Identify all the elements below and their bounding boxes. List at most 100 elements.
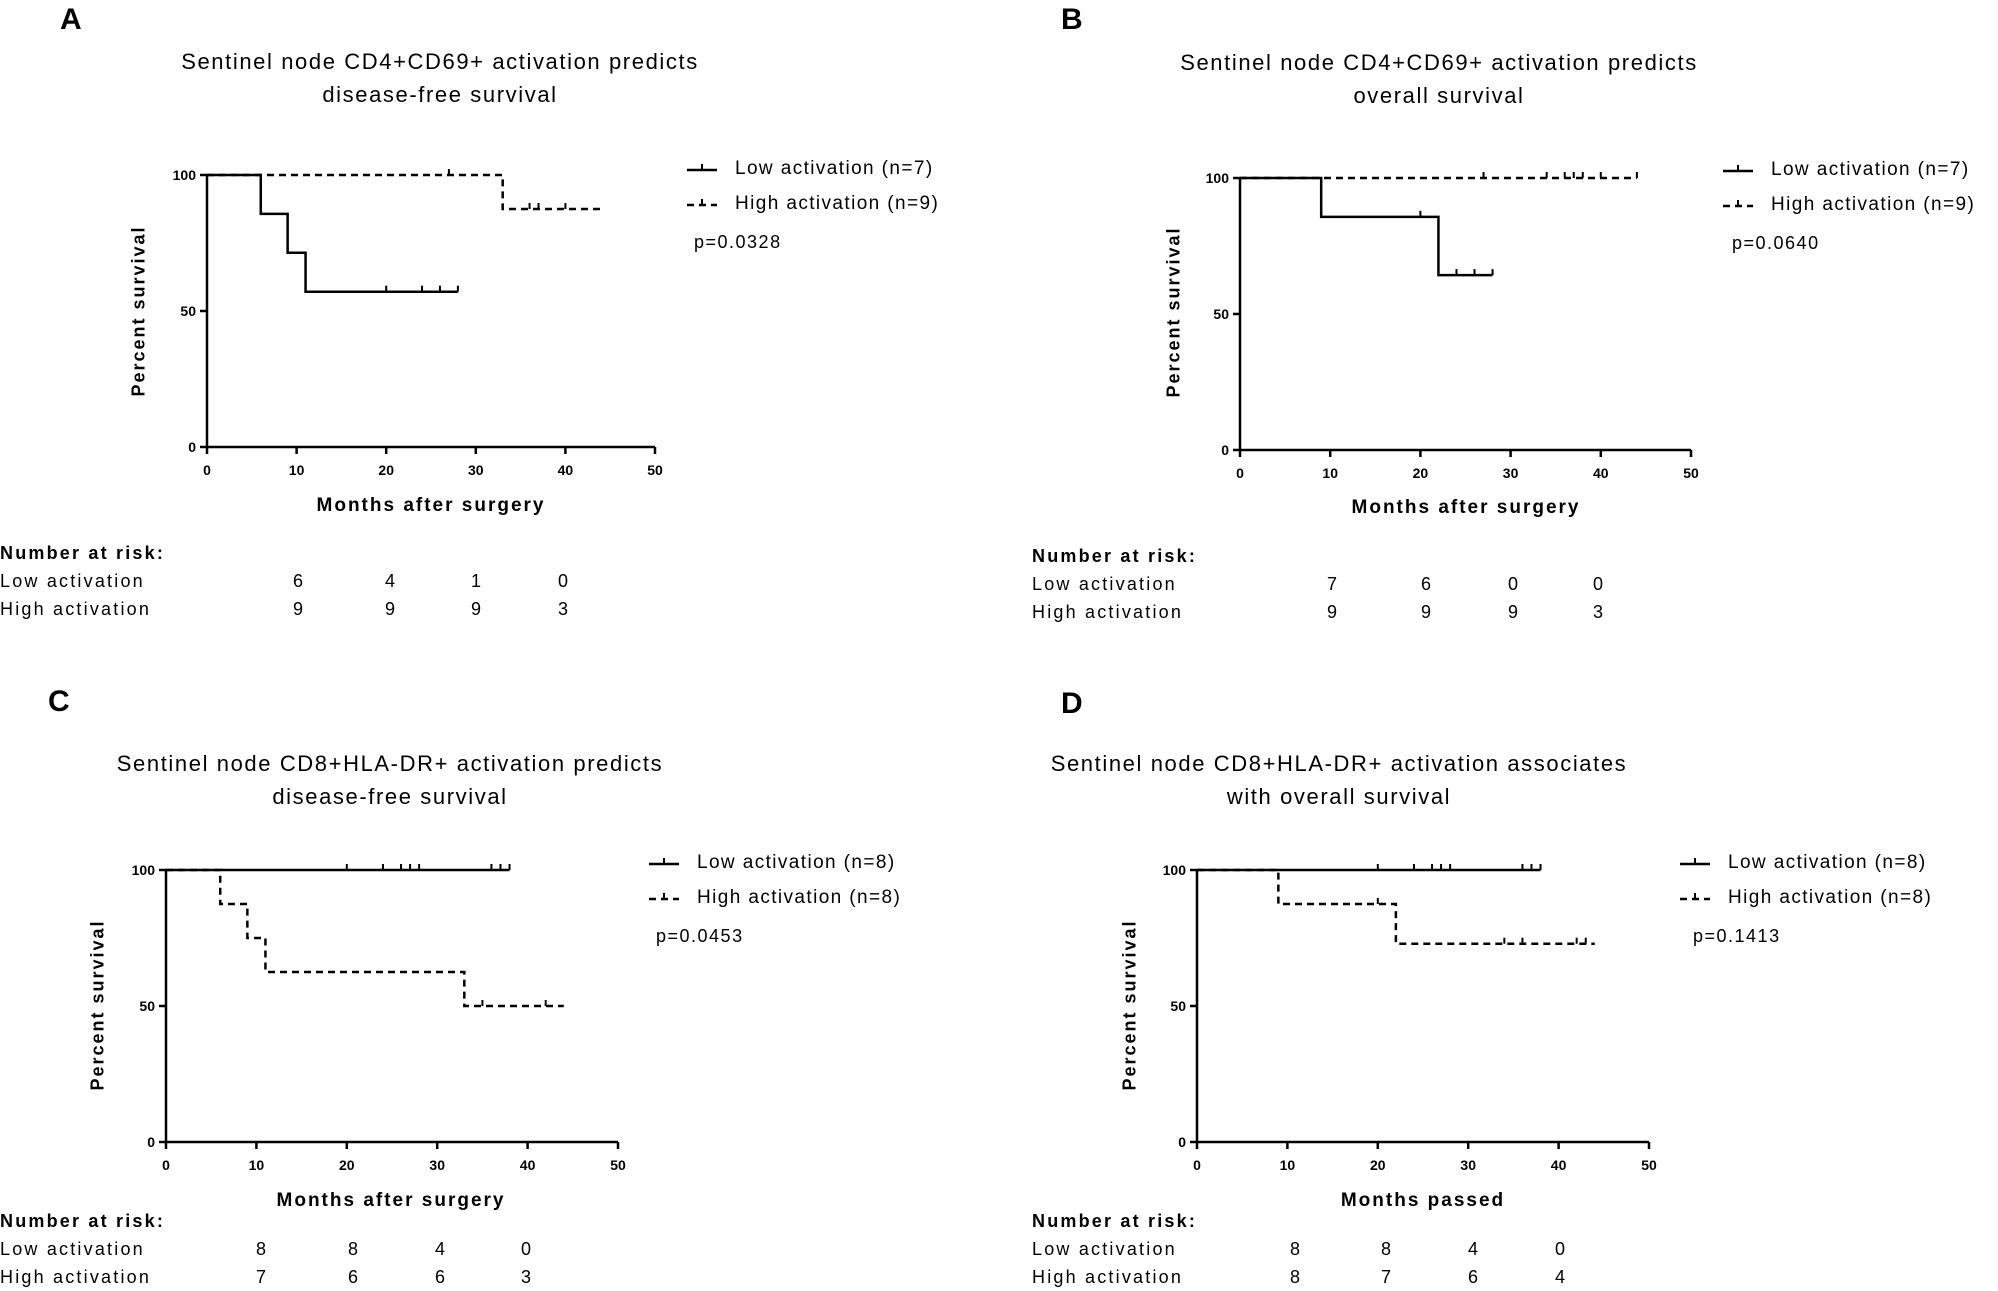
x-tick-label: 0	[1236, 465, 1244, 481]
chart-title-line-2: disease-free survival	[322, 82, 558, 107]
legend-label-low: Low activation (n=7)	[735, 158, 934, 179]
x-tick-label: 40	[1593, 465, 1609, 481]
risk-value: 9	[1420, 602, 1432, 622]
risk-value: 8	[347, 1239, 359, 1259]
km-plot: 0 10 20 30 40 50 0 50 100	[173, 164, 717, 478]
x-tick-label: 30	[468, 462, 484, 478]
risk-value: 8	[1289, 1267, 1301, 1287]
x-tick-label: 0	[203, 462, 211, 478]
chart-title: Sentinel node CD8+HLA-DR+ activation pre…	[0, 747, 780, 813]
risk-value: 0	[1592, 574, 1604, 594]
x-tick-label: 50	[1683, 465, 1699, 481]
legend-label-high: High activation (n=9)	[735, 193, 940, 214]
x-tick-label: 10	[1322, 465, 1338, 481]
x-tick-label: 50	[610, 1157, 626, 1173]
risk-value: 1	[470, 571, 482, 591]
x-tick-label: 10	[1280, 1157, 1296, 1173]
panel-letter: B	[1061, 3, 1083, 36]
risk-value: 0	[1554, 1239, 1566, 1259]
y-tick-label: 0	[1221, 442, 1229, 458]
panel-d: D Sentinel node CD8+HLA-DR+ activation a…	[999, 645, 1998, 1290]
risk-value: 9	[292, 599, 304, 619]
risk-row-low-label: Low activation	[1032, 574, 1177, 594]
x-tick-label: 10	[289, 462, 305, 478]
risk-value: 0	[520, 1239, 532, 1259]
x-tick-label: 20	[378, 462, 394, 478]
x-axis-label: Months after surgery	[316, 495, 546, 516]
chart-title-line-2: overall survival	[1353, 83, 1525, 108]
chart-title-line-1: Sentinel node CD4+CD69+ activation predi…	[181, 49, 699, 74]
y-tick-label: 50	[139, 998, 155, 1014]
x-tick-label: 20	[1413, 465, 1429, 481]
risk-value: 4	[1554, 1267, 1566, 1287]
p-value: p=0.0328	[694, 232, 782, 252]
chart-title-line-2: disease-free survival	[272, 784, 508, 809]
risk-value: 4	[1467, 1239, 1479, 1259]
risk-value: 6	[292, 571, 304, 591]
chart-title-line-1: Sentinel node CD4+CD69+ activation predi…	[1180, 50, 1698, 75]
risk-table-header: Number at risk:	[0, 543, 166, 563]
risk-value: 8	[1380, 1239, 1392, 1259]
y-tick-label: 0	[1178, 1134, 1186, 1150]
risk-value: 9	[1326, 602, 1338, 622]
survival-curve-high	[1197, 868, 1595, 945]
x-axis-label: Months passed	[1340, 1190, 1506, 1211]
y-tick-label: 50	[1213, 306, 1229, 322]
x-tick-label: 40	[558, 462, 574, 478]
risk-value: 7	[1326, 574, 1338, 594]
y-axis-label: Percent survival	[87, 919, 108, 1091]
risk-value: 0	[557, 571, 569, 591]
survival-curve-low	[1240, 176, 1493, 277]
x-tick-label: 30	[429, 1157, 445, 1173]
x-tick-label: 10	[249, 1157, 265, 1173]
x-tick-label: 30	[1460, 1157, 1476, 1173]
risk-value: 3	[1592, 602, 1604, 622]
risk-row-low-label: Low activation	[0, 1239, 145, 1259]
risk-value: 6	[434, 1267, 446, 1287]
survival-curve-low	[207, 173, 458, 293]
chart-title: Sentinel node CD8+HLA-DR+ activation ass…	[999, 747, 1679, 813]
risk-row-low-label: Low activation	[1032, 1239, 1177, 1259]
x-tick-label: 40	[1551, 1157, 1567, 1173]
km-plot: 0 10 20 30 40 50 0 50 100	[1163, 858, 1710, 1173]
y-tick-label: 100	[173, 167, 197, 183]
risk-value: 6	[1467, 1267, 1479, 1287]
y-tick-label: 100	[1163, 862, 1187, 878]
risk-row-high-label: High activation	[1032, 602, 1184, 622]
risk-row-high-label: High activation	[1032, 1267, 1184, 1287]
risk-value: 7	[255, 1267, 267, 1287]
chart-title-line-2: with overall survival	[1226, 784, 1452, 809]
risk-table-header: Number at risk:	[0, 1211, 166, 1231]
x-tick-label: 40	[520, 1157, 536, 1173]
x-axis-label: Months after surgery	[1351, 497, 1581, 518]
risk-value: 0	[1507, 574, 1519, 594]
x-tick-label: 0	[162, 1157, 170, 1173]
survival-curve-high	[166, 868, 564, 1008]
panel-b: B Sentinel node CD4+CD69+ activation pre…	[999, 0, 1998, 645]
panel-letter: A	[60, 3, 82, 36]
legend-label-low: Low activation (n=8)	[697, 852, 896, 873]
x-tick-label: 30	[1503, 465, 1519, 481]
legend-label-high: High activation (n=9)	[1771, 194, 1976, 215]
risk-value: 9	[1507, 602, 1519, 622]
legend-label-high: High activation (n=8)	[1728, 887, 1933, 908]
risk-row-high-label: High activation	[0, 599, 152, 619]
chart-title: Sentinel node CD4+CD69+ activation predi…	[0, 45, 880, 111]
chart-title-line-1: Sentinel node CD8+HLA-DR+ activation ass…	[1050, 751, 1628, 776]
y-axis-label: Percent survival	[128, 225, 149, 397]
panel-a: A Sentinel node CD4+CD69+ activation pre…	[0, 0, 999, 645]
legend-label-low: Low activation (n=7)	[1771, 159, 1970, 180]
p-value: p=0.0640	[1732, 233, 1820, 253]
panel-letter: C	[48, 685, 70, 718]
risk-value: 3	[520, 1267, 532, 1287]
risk-value: 3	[557, 599, 569, 619]
risk-table-header: Number at risk:	[1032, 1211, 1198, 1231]
y-tick-label: 100	[1206, 170, 1230, 186]
y-tick-label: 50	[1170, 998, 1186, 1014]
chart-title-line-1: Sentinel node CD8+HLA-DR+ activation pre…	[116, 751, 664, 776]
risk-row-high-label: High activation	[0, 1267, 152, 1287]
risk-value: 6	[1420, 574, 1432, 594]
risk-value: 9	[470, 599, 482, 619]
survival-curve-high	[207, 173, 602, 211]
risk-table-header: Number at risk:	[1032, 546, 1198, 566]
